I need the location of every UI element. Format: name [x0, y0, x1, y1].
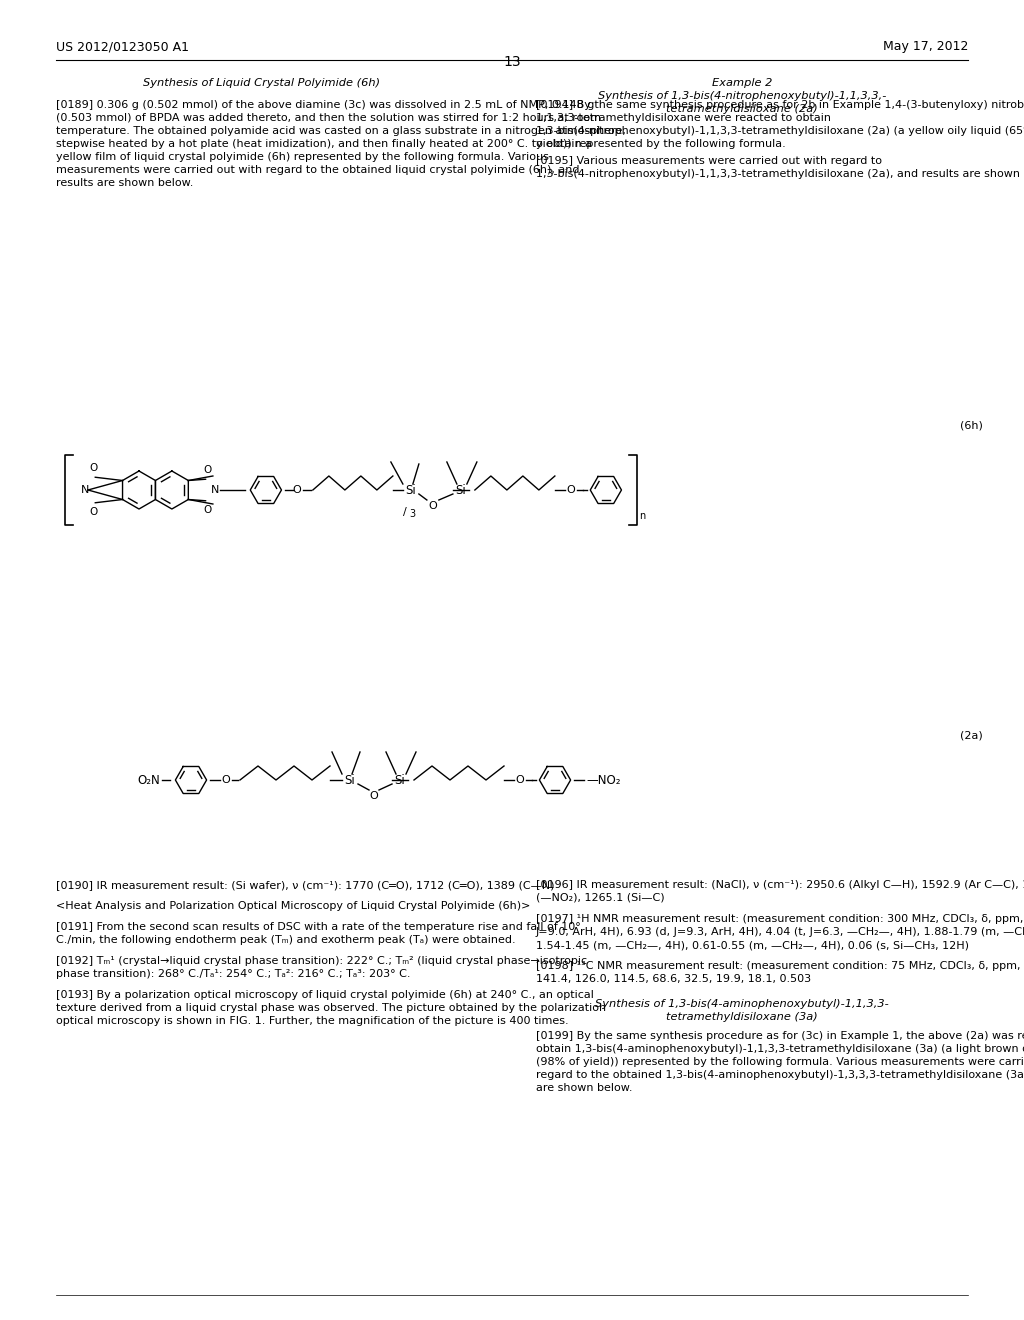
Text: [0198] ¹³C NMR measurement result: (measurement condition: 75 MHz, CDCl₃, δ, ppm: [0198] ¹³C NMR measurement result: (meas…	[536, 961, 1024, 972]
Text: O: O	[204, 465, 212, 475]
Text: C./min, the following endotherm peak (Tₘ) and exotherm peak (Tₐ) were obtained.: C./min, the following endotherm peak (Tₘ…	[56, 935, 516, 945]
Text: [0194] By the same synthesis procedure as for 2b in Example 1,4-(3-butenyloxy) n: [0194] By the same synthesis procedure a…	[536, 100, 1024, 110]
Text: Si: Si	[456, 483, 466, 496]
Text: 1,1,3,3-tetramethyldisiloxane were reacted to obtain: 1,1,3,3-tetramethyldisiloxane were react…	[536, 114, 831, 123]
Text: 141.4, 126.0, 114.5, 68.6, 32.5, 19.9, 18.1, 0.503: 141.4, 126.0, 114.5, 68.6, 32.5, 19.9, 1…	[536, 974, 811, 983]
Text: Si: Si	[394, 774, 406, 787]
Text: Synthesis of 1,3-bis(4-aminophenoxybutyl)-1,1,3,3-: Synthesis of 1,3-bis(4-aminophenoxybutyl…	[595, 999, 889, 1008]
Text: obtain 1,3-bis(4-aminophenoxybutyl)-1,1,3,3-tetramethyldisiloxane (3a) (a light : obtain 1,3-bis(4-aminophenoxybutyl)-1,1,…	[536, 1044, 1024, 1053]
Text: yellow film of liquid crystal polyimide (6h) represented by the following formul: yellow film of liquid crystal polyimide …	[56, 152, 549, 162]
Text: results are shown below.: results are shown below.	[56, 178, 194, 187]
Text: O: O	[221, 775, 230, 785]
Text: [0195] Various measurements were carried out with regard to: [0195] Various measurements were carried…	[536, 156, 882, 166]
Text: tetramethyldisiloxane (2a): tetramethyldisiloxane (2a)	[667, 104, 818, 114]
Text: 1.54-1.45 (m, —CH₂—, 4H), 0.61-0.55 (m, —CH₂—, 4H), 0.06 (s, Si—CH₃, 12H): 1.54-1.45 (m, —CH₂—, 4H), 0.61-0.55 (m, …	[536, 940, 969, 950]
Text: temperature. The obtained polyamide acid was casted on a glass substrate in a ni: temperature. The obtained polyamide acid…	[56, 125, 626, 136]
Text: Synthesis of Liquid Crystal Polyimide (6h): Synthesis of Liquid Crystal Polyimide (6…	[143, 78, 381, 88]
Text: US 2012/0123050 A1: US 2012/0123050 A1	[56, 40, 189, 53]
Text: (2a): (2a)	[961, 730, 983, 741]
Text: O₂N: O₂N	[137, 774, 160, 787]
Text: O: O	[516, 775, 524, 785]
Text: (—NO₂), 1265.1 (Si—C): (—NO₂), 1265.1 (Si—C)	[536, 894, 665, 903]
Text: N: N	[211, 484, 219, 495]
Text: phase transition): 268° C./Tₐ¹: 254° C.; Tₐ²: 216° C.; Tₐ³: 203° C.: phase transition): 268° C./Tₐ¹: 254° C.;…	[56, 969, 411, 979]
Text: 1,3-bis(4-nitrophenoxybutyl)-1,1,3,3-tetramethyldisiloxane (2a), and results are: 1,3-bis(4-nitrophenoxybutyl)-1,1,3,3-tet…	[536, 169, 1024, 180]
Text: 3: 3	[410, 510, 416, 519]
Text: 13: 13	[503, 55, 521, 69]
Text: O: O	[293, 484, 301, 495]
Text: N: N	[81, 484, 89, 495]
Text: texture derived from a liquid crystal phase was observed. The picture obtained b: texture derived from a liquid crystal ph…	[56, 1003, 606, 1012]
Text: J=9.0, ArH, 4H), 6.93 (d, J=9.3, ArH, 4H), 4.04 (t, J=6.3, —CH₂—, 4H), 1.88-1.79: J=9.0, ArH, 4H), 6.93 (d, J=9.3, ArH, 4H…	[536, 927, 1024, 937]
Text: [0192] Tₘ¹ (crystal→liquid crystal phase transition): 222° C.; Tₘ² (liquid cryst: [0192] Tₘ¹ (crystal→liquid crystal phase…	[56, 956, 587, 966]
Text: May 17, 2012: May 17, 2012	[883, 40, 968, 53]
Text: (98% of yield)) represented by the following formula. Various measurements were : (98% of yield)) represented by the follo…	[536, 1057, 1024, 1067]
Text: are shown below.: are shown below.	[536, 1082, 633, 1093]
Text: Synthesis of 1,3-bis(4-nitrophenoxybutyl)-1,1,3,3,-: Synthesis of 1,3-bis(4-nitrophenoxybutyl…	[598, 91, 886, 102]
Text: measurements were carried out with regard to the obtained liquid crystal polyimi: measurements were carried out with regar…	[56, 165, 580, 176]
Text: [0189] 0.306 g (0.502 mmol) of the above diamine (3c) was dissolved in 2.5 mL of: [0189] 0.306 g (0.502 mmol) of the above…	[56, 100, 594, 110]
Text: [0190] IR measurement result: (Si wafer), ν (cm⁻¹): 1770 (C═O), 1712 (C═O), 1389: [0190] IR measurement result: (Si wafer)…	[56, 880, 555, 890]
Text: —NO₂: —NO₂	[586, 774, 621, 787]
Text: O: O	[89, 463, 97, 474]
Text: [0193] By a polarization optical microscopy of liquid crystal polyimide (6h) at : [0193] By a polarization optical microsc…	[56, 990, 594, 1001]
Text: tetramethyldisiloxane (3a): tetramethyldisiloxane (3a)	[667, 1012, 818, 1022]
Text: [0199] By the same synthesis procedure as for (3c) in Example 1, the above (2a) : [0199] By the same synthesis procedure a…	[536, 1031, 1024, 1041]
Text: regard to the obtained 1,3-bis(4-aminophenoxybutyl)-1,3,3,3-tetramethyldisiloxan: regard to the obtained 1,3-bis(4-aminoph…	[536, 1071, 1024, 1080]
Text: O: O	[566, 484, 575, 495]
Text: O: O	[89, 507, 97, 516]
Text: O: O	[370, 791, 379, 801]
Text: O: O	[428, 502, 437, 511]
Text: [0197] ¹H NMR measurement result: (measurement condition: 300 MHz, CDCl₃, δ, ppm: [0197] ¹H NMR measurement result: (measu…	[536, 913, 1024, 924]
Text: yield)) represented by the following formula.: yield)) represented by the following for…	[536, 139, 785, 149]
Text: 1,3-bis(4-nitrophenoxybutyl)-1,1,3,3-tetramethyldisiloxane (2a) (a yellow oily l: 1,3-bis(4-nitrophenoxybutyl)-1,1,3,3-tet…	[536, 125, 1024, 136]
Text: stepwise heated by a hot plate (heat imidization), and then finally heated at 20: stepwise heated by a hot plate (heat imi…	[56, 139, 592, 149]
Text: Si: Si	[345, 774, 355, 787]
Text: [0196] IR measurement result: (NaCl), ν (cm⁻¹): 2950.6 (Alkyl C—H), 1592.9 (Ar C: [0196] IR measurement result: (NaCl), ν …	[536, 880, 1024, 890]
Text: /: /	[403, 507, 407, 517]
Text: Si: Si	[406, 483, 416, 496]
Text: optical microscopy is shown in FIG. 1. Further, the magnification of the picture: optical microscopy is shown in FIG. 1. F…	[56, 1016, 568, 1026]
Text: (6h): (6h)	[961, 420, 983, 430]
Text: <Heat Analysis and Polarization Optical Microscopy of Liquid Crystal Polyimide (: <Heat Analysis and Polarization Optical …	[56, 902, 530, 911]
Text: [0191] From the second scan results of DSC with a rate of the temperature rise a: [0191] From the second scan results of D…	[56, 921, 581, 932]
Text: O: O	[204, 504, 212, 515]
Text: Example 2: Example 2	[712, 78, 772, 88]
Text: n: n	[639, 511, 645, 521]
Text: (0.503 mmol) of BPDA was added thereto, and then the solution was stirred for 1:: (0.503 mmol) of BPDA was added thereto, …	[56, 114, 601, 123]
